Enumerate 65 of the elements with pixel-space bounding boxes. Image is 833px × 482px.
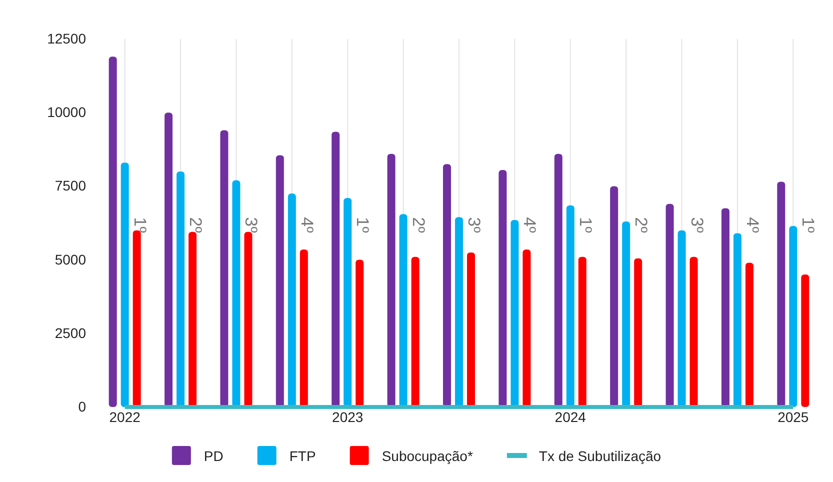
y-tick-label: 10000 <box>47 104 86 120</box>
legend-label: PD <box>204 448 224 464</box>
bar <box>622 222 630 407</box>
bar <box>244 232 252 407</box>
x-tick-label: 2025 <box>778 408 809 425</box>
x-tick-label: 2024 <box>554 408 586 425</box>
bar <box>411 256 420 407</box>
annotation: 4º <box>297 217 316 233</box>
annotation: 2º <box>186 217 206 233</box>
y-tick-label: 0 <box>78 398 86 414</box>
bar <box>220 130 228 407</box>
legend-label: FTP <box>289 448 316 464</box>
bar <box>678 230 686 407</box>
bar <box>108 56 117 407</box>
bar <box>634 258 642 407</box>
bar <box>666 204 674 407</box>
bar <box>554 154 562 407</box>
y-tick-label: 2500 <box>54 324 86 341</box>
x-tick-label: 2023 <box>332 408 364 425</box>
bar <box>522 249 531 407</box>
bar <box>498 170 507 407</box>
annotation: 1º <box>353 217 372 233</box>
bar <box>455 217 463 407</box>
bar <box>164 112 173 407</box>
bar <box>467 252 475 407</box>
annotation: 3º <box>242 217 261 233</box>
y-tick-label: 5000 <box>54 251 86 268</box>
bar <box>344 198 352 407</box>
bar <box>120 162 129 407</box>
legend-label: Tx de Subutilização <box>538 448 662 464</box>
bar <box>510 220 519 407</box>
bar <box>690 256 698 407</box>
annotation: 4º <box>520 217 540 233</box>
bar <box>232 180 240 407</box>
annotation: 3º <box>464 217 484 233</box>
bar <box>276 155 284 407</box>
y-tick-label: 12500 <box>47 30 86 46</box>
bar <box>721 208 730 407</box>
bar <box>188 232 197 407</box>
bar <box>399 214 408 407</box>
annotation: 2º <box>408 217 428 233</box>
bar <box>332 132 340 407</box>
annotation: 1º <box>798 217 818 233</box>
bar <box>745 262 754 407</box>
annotation: 2º <box>632 217 651 233</box>
bar <box>566 205 574 407</box>
bar <box>443 164 451 407</box>
bar <box>356 260 364 407</box>
bar <box>300 249 308 407</box>
annotation: 1º <box>130 217 150 233</box>
x-tick-label: 2022 <box>109 408 141 425</box>
annotation: 4º <box>742 217 762 233</box>
bar <box>387 154 396 407</box>
bar <box>610 186 618 407</box>
bar <box>789 226 798 407</box>
annotation: 3º <box>687 217 706 233</box>
bar <box>176 171 185 407</box>
bar <box>777 182 786 407</box>
legend-label: Subocupação* <box>382 448 474 464</box>
annotation: 1º <box>576 217 595 233</box>
y-tick-label: 7500 <box>54 178 86 194</box>
bar <box>578 256 586 407</box>
bar <box>801 274 810 407</box>
bar <box>288 194 296 407</box>
bar <box>733 233 742 407</box>
